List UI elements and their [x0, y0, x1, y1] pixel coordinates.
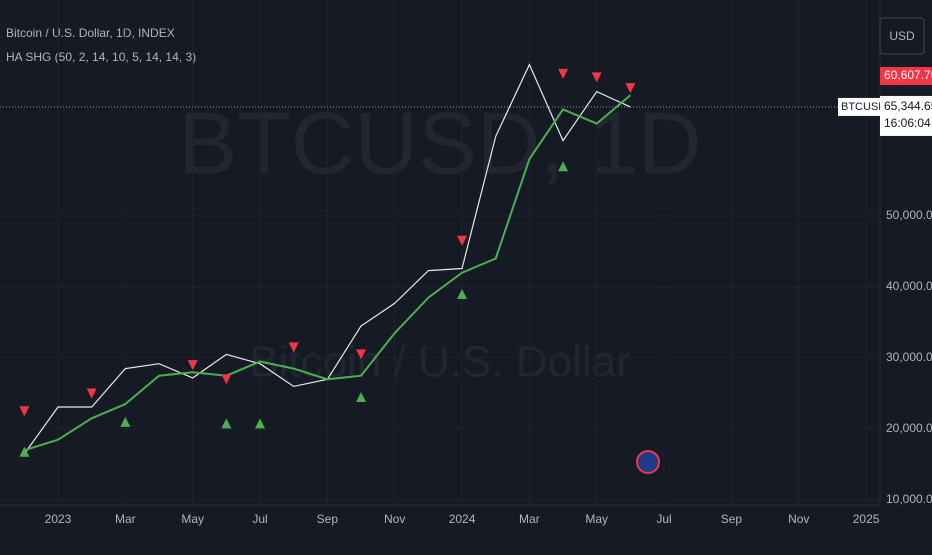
y-tick-label: 20,000.00: [886, 421, 932, 435]
signal: [457, 235, 468, 246]
signal: [19, 406, 30, 417]
event-flag[interactable]: [636, 450, 660, 474]
indicator-label: HA SHG (50, 2, 14, 10, 5, 14, 14, 3): [6, 50, 196, 64]
signal: [187, 360, 198, 371]
chart-title: Bitcoin / U.S. Dollar, 1D, INDEX: [6, 26, 175, 40]
signal: [625, 83, 636, 94]
signal: [255, 418, 266, 429]
plot: 10,000.00 20,000.00 30,000.00 40,000.00 50,0…: [0, 63, 932, 527]
signal: [457, 289, 468, 300]
signal: [19, 446, 30, 457]
signal: [288, 342, 299, 353]
signal: [221, 418, 232, 429]
x-tick-label: May: [181, 512, 204, 526]
x-tick-label: Jul: [656, 512, 671, 526]
signal: [221, 374, 232, 385]
alert-tag: [880, 67, 932, 85]
y-tick-label: 30,000.00: [886, 350, 932, 364]
signal: [558, 161, 569, 172]
y-tick-label: 50,000.00: [886, 208, 932, 222]
symbol-tag: [838, 97, 880, 116]
watermark-subtitle: Bitcoin / U.S. Dollar: [249, 338, 630, 387]
price-tag: [880, 95, 932, 136]
x-tick-label: 2024: [449, 512, 476, 526]
x-tick-label: Nov: [788, 512, 809, 526]
y-tick-label: 10,000.00: [886, 492, 932, 506]
symbol-label: BTCUSD: [841, 101, 886, 113]
x-tick-label: 2025: [853, 512, 880, 526]
x-tick-label: Nov: [384, 512, 405, 526]
signal: [120, 416, 131, 427]
indicator-line: [23, 94, 632, 452]
watermark: BTCUSD, 1D: [178, 93, 701, 192]
signal: [356, 349, 367, 360]
x-tick-label: Sep: [721, 512, 743, 526]
y-tick-label: 40,000.00: [886, 279, 932, 293]
signal: [591, 72, 602, 83]
x-tick-label: Mar: [115, 512, 136, 526]
countdown: 16:06:04: [884, 116, 931, 130]
currency-box[interactable]: [879, 17, 925, 55]
signal: [86, 388, 97, 399]
x-tick-label: Jul: [252, 512, 267, 526]
alert-price: 60,607.70: [884, 68, 932, 82]
last-price: 65,344.65: [884, 99, 932, 113]
x-tick-label: Sep: [317, 512, 339, 526]
signal: [558, 68, 569, 79]
x-tick-label: Mar: [519, 512, 540, 526]
signal: [356, 392, 367, 403]
x-tick-label: 2023: [45, 512, 72, 526]
currency[interactable]: USD: [889, 29, 915, 43]
x-tick-label: May: [585, 512, 608, 526]
